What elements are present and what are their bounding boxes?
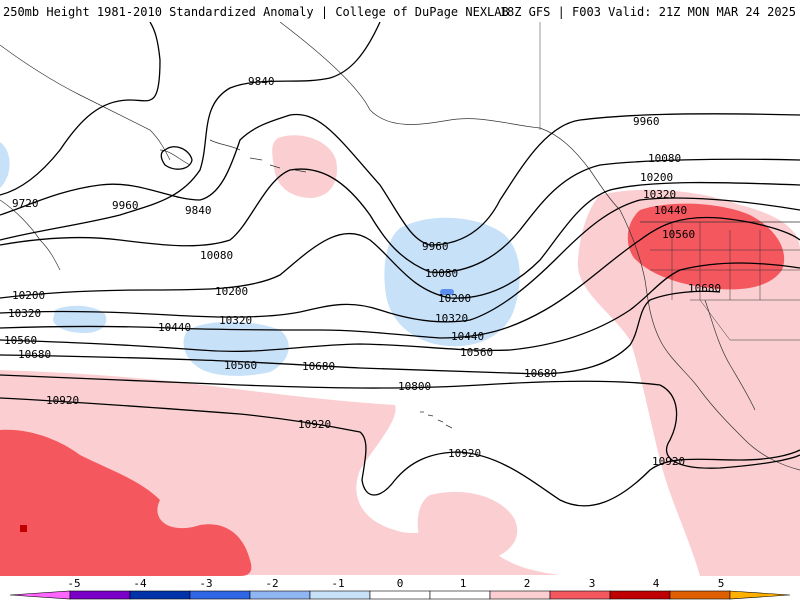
colorbar-segment [429,590,491,600]
contour-label: 10680 [302,360,335,373]
contour-label: 10200 [215,285,248,298]
colorbar-ticks: -5 -4 -3 -2 -1 0 1 2 3 4 5 [67,577,724,590]
colorbar-tick-label: -4 [133,577,147,590]
contour-9960 [0,113,800,246]
contour-9720 [0,22,161,196]
colorbar-tick-label: -2 [265,577,278,590]
model-run-info: 18Z GFS | F003 Valid: 21Z MON MAR 24 202… [499,5,796,19]
contour-10560 [0,262,800,353]
alaska-coast [279,22,621,211]
positive-anomaly-peak [20,525,27,532]
contour-label: 10320 [643,188,676,201]
contour-label: 9960 [633,115,660,128]
contour-label: 10680 [524,367,557,380]
negative-anomaly-region [0,142,10,188]
negative-anomaly-region [384,217,520,347]
contour-label: 10080 [648,152,681,165]
contour-10320 [0,197,800,323]
contour-label: 10320 [219,314,252,327]
contour-label: 10080 [200,249,233,262]
contour-10680 [0,290,721,375]
colorbar-tick-label: 4 [653,577,660,590]
baja-california [704,299,756,411]
anomaly-map: 9720 9840 9840 9960 9960 9960 10080 1008… [0,22,800,576]
colorbar-tick-label: 1 [460,577,467,590]
colorbar-segment [69,590,131,600]
contour-label: 10560 [4,334,37,347]
colorbar-segment [129,590,191,600]
anomaly-colorbar: -5 -4 -3 -2 -1 0 1 2 3 4 5 [0,576,800,600]
colorbar-segment [189,590,251,600]
contour-label: 10200 [438,292,471,305]
contour-label: 10440 [654,204,687,217]
contour-labels: 9720 9840 9840 9960 9960 9960 10080 1008… [4,75,721,468]
contour-label: 10920 [298,418,331,431]
contour-10800 [0,374,800,469]
colorbar-tick-label: 5 [718,577,725,590]
contour-9840-ring [160,146,193,170]
contour-label: 10800 [398,380,431,393]
mexico-border [699,299,800,341]
contour-10080 [0,158,800,273]
contour-label: 10080 [425,267,458,280]
contour-label: 9840 [248,75,275,88]
contour-label: 10200 [12,289,45,302]
contour-10200 [0,181,800,299]
contour-label: 10440 [158,321,191,334]
coastlines [0,22,800,471]
colorbar-tick-label: 0 [397,577,404,590]
contour-label: 10200 [640,171,673,184]
colorbar-segments [9,590,791,600]
contour-label: 9960 [422,240,449,253]
state-lines [650,222,800,301]
map-panel: 9720 9840 9840 9960 9960 9960 10080 1008… [0,22,800,576]
positive-anomaly-region [272,135,337,198]
na-west-coast [619,209,800,471]
colorbar-segment [249,590,311,600]
contour-9840 [0,22,381,241]
colorbar-segment [549,590,611,600]
contour-label: 10920 [448,447,481,460]
contour-label: 10680 [18,348,51,361]
asia-coast [0,44,171,271]
contour-label: 10920 [46,394,79,407]
colorbar-tick-label: 3 [589,577,596,590]
colorbar-segment [609,590,671,600]
colorbar-tick-label: -1 [331,577,344,590]
positive-anomaly-region-strong [0,429,252,576]
colorbar-svg: -5 -4 -3 -2 -1 0 1 2 3 4 5 [9,577,791,600]
negative-anomaly-peak [440,289,454,295]
colorbar-segment [9,590,71,600]
contour-label: 9720 [12,197,39,210]
colorbar-tick-label: 2 [524,577,531,590]
contour-label: 10320 [435,312,468,325]
contour-label: 10440 [451,330,484,343]
contour-label: 10560 [460,346,493,359]
contour-10440 [0,216,800,339]
contour-label: 10920 [652,455,685,468]
colorbar-tick-label: -3 [199,577,212,590]
contour-label: 10680 [688,282,721,295]
negative-anomaly-region [53,305,107,333]
contour-label: 9960 [112,199,139,212]
contour-label: 10560 [662,228,695,241]
map-title-bar: 250mb Height 1981-2010 Standardized Anom… [0,0,800,22]
hawaii-islands [420,411,453,429]
colorbar-segment [669,590,731,600]
contour-label: 10560 [224,359,257,372]
positive-anomaly-region-strong [627,203,785,290]
height-contours [0,22,800,507]
contour-label: 9840 [185,204,212,217]
aleutian-islands [159,139,307,173]
contour-label: 10320 [8,307,41,320]
colorbar-segment [369,590,431,600]
colorbar-segment [309,590,371,600]
positive-anomaly-region [417,491,518,566]
colorbar-segment [489,590,551,600]
map-title: 250mb Height 1981-2010 Standardized Anom… [3,5,509,19]
colorbar-segment [729,590,791,600]
colorbar-tick-label: -5 [67,577,80,590]
contour-10920 [0,397,800,507]
